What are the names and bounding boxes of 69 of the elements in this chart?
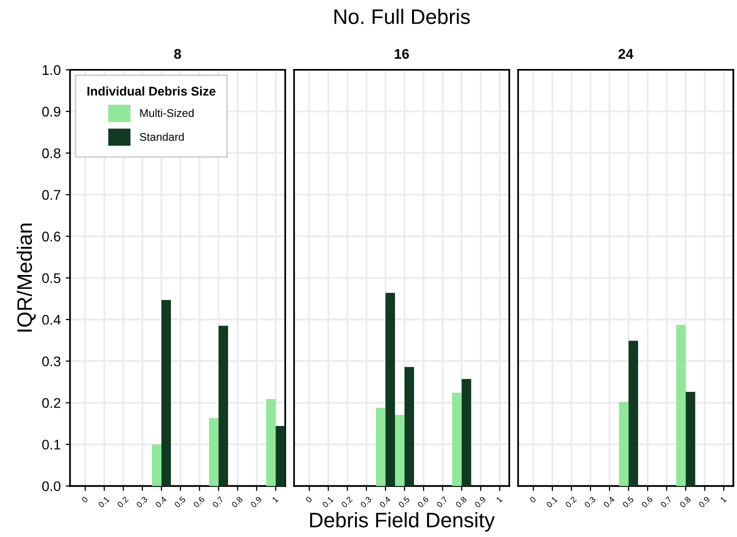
- bar: [218, 326, 228, 486]
- x-tick-label: 0.6: [417, 496, 429, 508]
- x-tick-label: 0.8: [455, 496, 468, 508]
- bar: [628, 340, 638, 486]
- bar: [686, 392, 696, 486]
- bar: [452, 392, 462, 486]
- bar: [462, 379, 472, 486]
- bar: [161, 300, 171, 486]
- bar: [376, 408, 386, 486]
- bar: [266, 399, 276, 486]
- y-tick-label: 0.6: [42, 232, 60, 242]
- x-tick-label: 0.7: [436, 496, 448, 508]
- x-tick-label: 1: [496, 496, 503, 503]
- y-tick-label: 0.0: [42, 481, 60, 492]
- y-tick-label: 0.8: [42, 148, 60, 158]
- bar: [676, 324, 686, 486]
- x-tick-label: 0.2: [340, 496, 353, 508]
- y-tick-label: 0.4: [42, 314, 61, 325]
- x-tick-label: 1: [272, 496, 279, 503]
- y-tick-label: 0.2: [42, 398, 60, 408]
- y-axis-title: IQR/Median: [16, 224, 36, 332]
- x-tick-label: 0.5: [398, 496, 410, 508]
- text: No. Full Debris: [334, 8, 470, 24]
- y-tick-label: 0.7: [42, 190, 60, 200]
- x-tick-label: 0: [81, 496, 88, 504]
- chart-title: 8: [174, 49, 182, 59]
- x-tick-label: 0.3: [584, 496, 596, 508]
- chart-title: 16: [394, 49, 409, 59]
- bar: [404, 366, 414, 486]
- bar: [152, 444, 162, 486]
- bar: [276, 426, 286, 486]
- x-tick-label: 0.8: [231, 496, 244, 508]
- bar: [385, 292, 395, 486]
- x-tick-label: 0.1: [322, 496, 334, 508]
- x-tick-label: 0.9: [474, 496, 486, 508]
- x-tick-label: 0.1: [98, 496, 110, 508]
- x-tick-label: 0.3: [360, 496, 372, 508]
- bar: [395, 414, 405, 486]
- bar: [209, 418, 219, 486]
- legend-label: Multi-Sized: [140, 108, 194, 118]
- x-tick-label: 0.4: [603, 496, 616, 508]
- x-tick-label: 0.5: [622, 496, 634, 508]
- x-tick-label: 0.4: [154, 496, 167, 508]
- x-tick-label: 0.1: [546, 496, 558, 508]
- x-tick-label: 0: [305, 496, 312, 504]
- x-tick-label: 0.5: [174, 496, 186, 508]
- chart-title: 24: [618, 49, 634, 59]
- x-tick-label: 0.9: [250, 496, 262, 508]
- x-axis-title: Debris Field Density: [310, 512, 495, 532]
- y-tick-label: 0.9: [42, 106, 60, 117]
- legend-label: Standard: [140, 132, 184, 141]
- y-tick-label: 0.5: [42, 273, 60, 284]
- y-tick-label: 0.1: [42, 440, 60, 450]
- x-tick-label: 0.2: [116, 496, 129, 508]
- x-tick-label: 0.6: [641, 496, 654, 508]
- x-tick-label: 0: [529, 496, 536, 504]
- y-tick-label: 1.0: [42, 65, 60, 75]
- bar: [619, 402, 629, 486]
- x-tick-label: 0.9: [698, 496, 710, 508]
- y-tick-label: 0.3: [42, 356, 60, 366]
- x-tick-label: 0.4: [379, 496, 391, 508]
- x-tick-label: 1: [720, 496, 727, 503]
- x-tick-label: 0.3: [136, 496, 148, 508]
- x-tick-label: 0.8: [679, 496, 692, 508]
- x-tick-label: 0.2: [564, 496, 577, 508]
- x-tick-label: 0.6: [193, 496, 205, 508]
- x-tick-label: 0.7: [660, 496, 672, 508]
- x-tick-label: 0.7: [212, 496, 224, 508]
- legend-title: Individual Debris Size: [88, 86, 216, 96]
